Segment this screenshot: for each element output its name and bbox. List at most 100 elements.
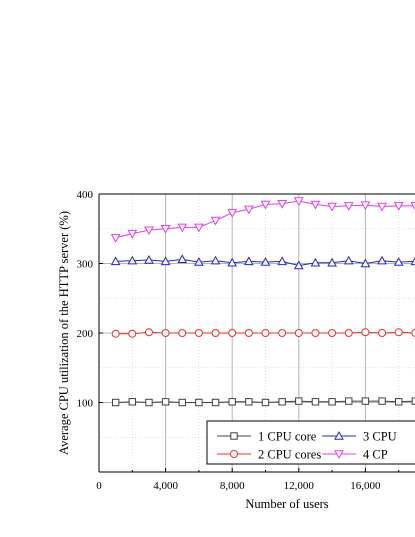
data-point [245, 398, 253, 406]
legend-marker [334, 430, 344, 440]
data-point [343, 202, 354, 211]
data-point [310, 257, 321, 267]
data-point [277, 200, 287, 209]
data-point [228, 329, 237, 337]
data-point [127, 229, 138, 239]
data-point [110, 234, 121, 243]
series-2 [111, 328, 415, 338]
data-point [393, 202, 404, 211]
data-point [361, 397, 370, 405]
data-point [261, 329, 270, 337]
data-point [161, 398, 170, 406]
data-point [177, 223, 188, 233]
data-point [327, 257, 337, 267]
data-point [260, 257, 271, 266]
data-point [410, 202, 415, 211]
data-point [178, 329, 187, 337]
data-point [211, 329, 220, 337]
data-point [394, 328, 403, 337]
data-point [227, 257, 238, 267]
data-point [160, 256, 171, 266]
data-point [145, 398, 153, 407]
data-point [361, 328, 370, 337]
data-point [410, 257, 415, 266]
data-point [378, 397, 386, 405]
data-point [244, 256, 254, 266]
data-point [195, 398, 203, 407]
legend-item-1: 1 CPU core [217, 430, 317, 444]
data-point [194, 329, 203, 337]
data-point [327, 202, 337, 212]
x-tick-label: 16,000 [350, 480, 381, 492]
data-point [144, 328, 153, 337]
data-point [244, 205, 254, 215]
data-point [277, 256, 287, 266]
data-point [393, 257, 404, 266]
data-point [294, 329, 303, 337]
legend: 1 CPU core 2 CPU cores 3 CPU 4 CP [206, 420, 415, 465]
data-point [160, 225, 171, 234]
data-point [111, 398, 120, 407]
legend-box: 1 CPU core 2 CPU cores 3 CPU 4 CP [206, 420, 415, 465]
data-point [293, 197, 304, 206]
data-point [411, 397, 415, 405]
data-point [128, 329, 137, 338]
data-point [260, 200, 271, 210]
data-point [210, 255, 221, 265]
data-point [144, 254, 154, 264]
legend-item-2: 2 CPU cores [217, 448, 321, 462]
axes [98, 193, 415, 473]
data-point [311, 398, 320, 406]
data-point [261, 398, 270, 407]
data-point [178, 398, 186, 407]
y-tick-label: 200 [77, 328, 94, 340]
data-point [360, 258, 371, 268]
data-point [378, 329, 387, 337]
data-point [343, 255, 354, 265]
data-point [395, 398, 403, 406]
data-point [110, 256, 121, 266]
legend-label: 3 CPU [363, 430, 397, 444]
data-point [128, 398, 137, 406]
data-point [278, 329, 287, 337]
data-point [194, 223, 204, 233]
series-4 [110, 197, 415, 243]
x-tick-label: 8,000 [220, 480, 245, 492]
legend-label: 4 CP [363, 448, 388, 462]
data-point [278, 398, 286, 406]
series-3 [110, 254, 415, 270]
data-point [161, 329, 170, 337]
legend-marker [230, 450, 238, 458]
data-point [360, 201, 371, 211]
data-point [377, 202, 387, 212]
y-tick-label: 300 [77, 259, 94, 271]
legend-frame [206, 420, 415, 465]
legend-item-4: 4 CP [322, 448, 388, 462]
legend-item-3: 3 CPU [322, 430, 397, 444]
legend-marker [334, 450, 344, 460]
data-point [328, 398, 336, 406]
tick-labels: 0 4,000 8,000 12,000 16,000 100 200 300 400 [77, 189, 382, 492]
data-point [127, 255, 138, 265]
data-point [328, 329, 337, 337]
y-axis-title: Average CPU utilization of the HTTP serv… [57, 211, 71, 455]
data-point [244, 329, 253, 337]
data-point [310, 200, 321, 210]
y-tick-label: 400 [77, 189, 94, 201]
data-point [227, 209, 238, 218]
x-tick-label: 4,000 [153, 480, 178, 492]
data-point [311, 329, 320, 337]
y-tick-label: 100 [77, 398, 94, 410]
x-tick-label: 12,000 [284, 480, 315, 492]
data-point [345, 397, 353, 405]
x-axis-title: Number of users [245, 497, 328, 511]
legend-label: 1 CPU core [258, 430, 317, 444]
legend-label: 2 CPU cores [258, 448, 321, 462]
legend-marker [230, 432, 238, 440]
data-point [144, 226, 154, 236]
data-point [411, 329, 415, 337]
data-point [295, 397, 303, 405]
data-point [111, 329, 120, 338]
